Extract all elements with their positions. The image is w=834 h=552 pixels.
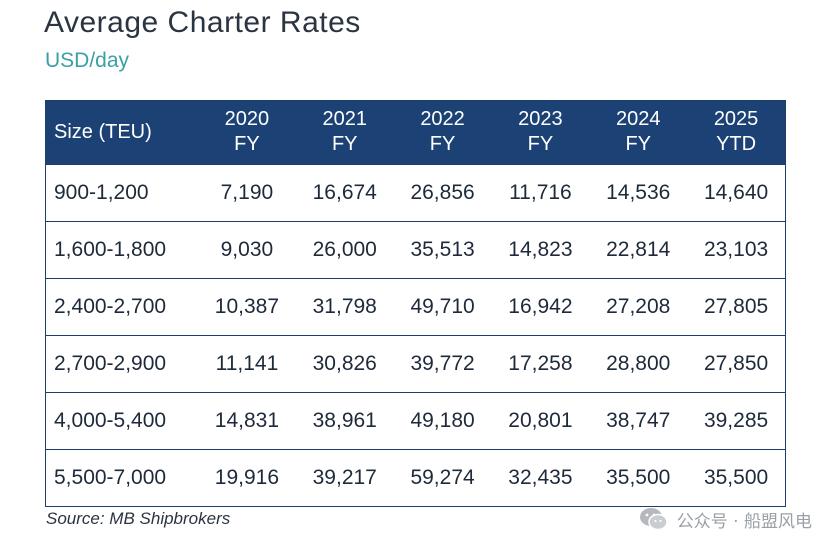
size-cell: 1,600-1,800 [46,220,198,278]
rate-cell: 27,850 [687,334,785,392]
rate-cell: 23,103 [687,220,785,278]
rate-cell: 9,030 [198,220,296,278]
table-row: 2,400-2,700 10,387 31,798 49,710 16,942 27,20… [46,277,785,335]
rate-cell: 14,536 [589,163,688,221]
rate-cell: 16,674 [295,163,394,221]
column-header-year: 2020 FY [198,101,296,164]
table-row: 5,500-7,000 19,916 39,217 59,274 32,435 35,50… [46,448,785,506]
column-header-line1: 2022 [420,108,465,131]
rate-cell: 35,513 [393,220,492,278]
column-header-line1: 2024 [615,108,661,131]
rate-cell: 30,826 [295,334,394,392]
column-header-line2: YTD [716,133,757,156]
column-header-year: 2024 FY [589,101,687,164]
rate-cell: 27,208 [589,277,688,335]
column-header-year: 2025 YTD [687,101,785,164]
rate-cell: 39,772 [393,334,492,392]
rate-cell: 22,814 [589,220,688,278]
table-row: 900-1,200 7,190 16,674 26,856 11,716 14,536 14… [46,163,785,221]
table-body: 900-1,200 7,190 16,674 26,856 11,716 14,536 14… [46,163,785,506]
rate-cell: 35,500 [687,448,785,506]
column-header-line2: FY [331,133,358,156]
column-header-line2: FY [234,133,260,156]
rate-cell: 19,916 [198,448,296,506]
rate-cell: 7,190 [198,163,296,221]
size-cell: 5,500-7,000 [46,448,198,506]
page-subtitle: USD/day [45,49,130,72]
rate-cell: 11,141 [198,334,296,392]
source-note: Source: MB Shipbrokers [46,509,231,528]
table-row: 1,600-1,800 9,030 26,000 35,513 14,823 22,814… [46,220,785,278]
rate-cell: 49,180 [393,391,492,449]
column-header-line2: FY [625,133,651,156]
rate-cell: 35,500 [589,448,688,506]
rate-cell: 14,831 [198,391,296,449]
column-header-line1: 2021 [322,108,367,131]
size-cell: 900-1,200 [46,163,198,221]
rate-cell: 39,217 [295,448,394,506]
rate-cell: 26,856 [393,163,492,221]
column-header-year: 2023 FY [491,101,589,164]
page-title: Average Charter Rates [44,6,361,39]
watermark: 公众号 · 船盟风电 [639,506,812,532]
rate-cell: 14,823 [491,220,590,278]
size-cell: 2,700-2,900 [46,334,198,392]
rate-cell: 11,716 [491,163,590,221]
column-header-line1: 2020 [224,108,270,131]
column-header-line1: Size (TEU) [54,120,152,143]
rate-cell: 10,387 [198,277,296,335]
rate-cell: 14,640 [687,163,785,221]
column-header-year: 2022 FY [394,101,492,164]
rate-cell: 27,805 [687,277,785,335]
column-header-line1: 2023 [518,108,563,131]
charter-rates-table-frame: Size (TEU) 2020 FY 2021 FY 2022 FY 2023 FY 2024 FY… [45,100,786,507]
rate-cell: 38,747 [589,391,688,449]
rate-cell: 16,942 [491,277,590,335]
watermark-text: 公众号 · 船盟风电 [676,511,812,532]
rate-cell: 32,435 [491,448,590,506]
size-cell: 4,000-5,400 [46,391,198,449]
rate-cell: 39,285 [687,391,785,449]
column-header-line1: 2025 [713,108,759,131]
charter-rates-table: Size (TEU) 2020 FY 2021 FY 2022 FY 2023 FY 2024 FY… [46,101,785,506]
size-cell: 2,400-2,700 [46,277,198,335]
rate-cell: 49,710 [393,277,492,335]
column-header-size: Size (TEU) [46,101,198,164]
wechat-icon [639,508,668,531]
rate-cell: 26,000 [295,220,394,278]
column-header-year: 2021 FY [296,101,394,164]
rate-cell: 38,961 [295,391,394,449]
rate-cell: 28,800 [589,334,688,392]
rate-cell: 59,274 [393,448,492,506]
rate-cell: 17,258 [491,334,590,392]
column-header-line2: FY [429,133,456,156]
table-row: 4,000-5,400 14,831 38,961 49,180 20,801 38,74… [46,391,785,449]
table-row: 2,700-2,900 11,141 30,826 39,772 17,258 28,80… [46,334,785,392]
rate-cell: 20,801 [491,391,590,449]
column-header-line2: FY [527,133,554,156]
table-header-row: Size (TEU) 2020 FY 2021 FY 2022 FY 2023 FY 2024 FY… [46,101,785,164]
rate-cell: 31,798 [295,277,394,335]
